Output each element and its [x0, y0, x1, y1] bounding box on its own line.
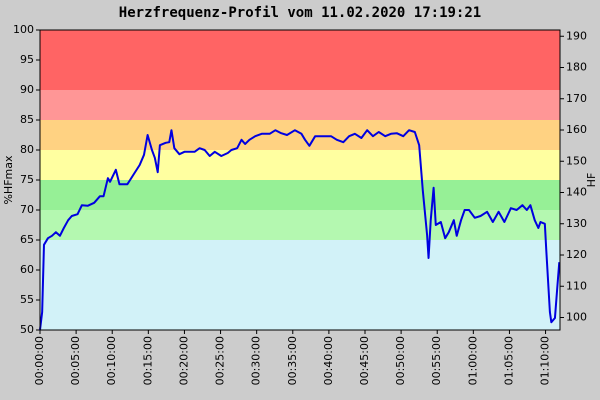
y2-axis-label: HF [585, 173, 598, 188]
y2-tick-label: 180 [566, 61, 587, 74]
y-axis-label: %HFmax [2, 155, 15, 205]
y-tick-label: 75 [20, 173, 34, 186]
y2-tick-label: 120 [566, 248, 587, 261]
x-tick-label: 00:20:00 [177, 336, 190, 385]
x-tick-label: 00:50:00 [394, 336, 407, 385]
x-tick-label: 01:10:00 [539, 336, 552, 385]
y-tick-label: 80 [20, 143, 34, 156]
x-tick-label: 01:00:00 [466, 336, 479, 385]
y-tick-label: 100 [13, 23, 34, 36]
y-tick-label: 55 [20, 293, 34, 306]
x-tick-label: 00:45:00 [358, 336, 371, 385]
y-tick-label: 65 [20, 233, 34, 246]
x-tick-label: 00:05:00 [69, 336, 82, 385]
y-tick-label: 95 [20, 53, 34, 66]
x-tick-label: 00:55:00 [430, 336, 443, 385]
y2-tick-label: 110 [566, 279, 587, 292]
y2-tick-label: 170 [566, 92, 587, 105]
zone [40, 180, 560, 210]
x-tick-label: 00:40:00 [322, 336, 335, 385]
line [39, 129, 561, 331]
y-tick-label: 60 [20, 263, 34, 276]
plot-frame [39, 29, 561, 331]
y2-tick-label: 140 [566, 186, 587, 199]
x-tick-label: 00:35:00 [286, 336, 299, 385]
zone [40, 120, 560, 150]
x-tick-label: 00:30:00 [250, 336, 263, 385]
y-tick-label: 85 [20, 113, 34, 126]
zone [40, 150, 560, 180]
x-tick-label: 00:10:00 [105, 336, 118, 385]
x-tick-label: 01:05:00 [502, 336, 515, 385]
y2-tick-label: 100 [566, 311, 587, 324]
y-tick-label: 50 [20, 323, 34, 336]
y-tick-label: 90 [20, 83, 34, 96]
chart-title: Herzfrequenz-Profil vom 11.02.2020 17:19… [119, 5, 481, 21]
zone [40, 30, 560, 90]
x-tick-label: 00:25:00 [214, 336, 227, 385]
zone [40, 90, 560, 120]
y2-tick-label: 130 [566, 217, 587, 230]
zone [40, 240, 560, 330]
x-tick-label: 00:00:00 [33, 336, 46, 385]
y2-tick-label: 160 [566, 123, 587, 136]
y-tick-label: 70 [20, 203, 34, 216]
y2-tick-label: 190 [566, 29, 587, 42]
y2-tick-label: 150 [566, 154, 587, 167]
x-tick-label: 00:15:00 [141, 336, 154, 385]
